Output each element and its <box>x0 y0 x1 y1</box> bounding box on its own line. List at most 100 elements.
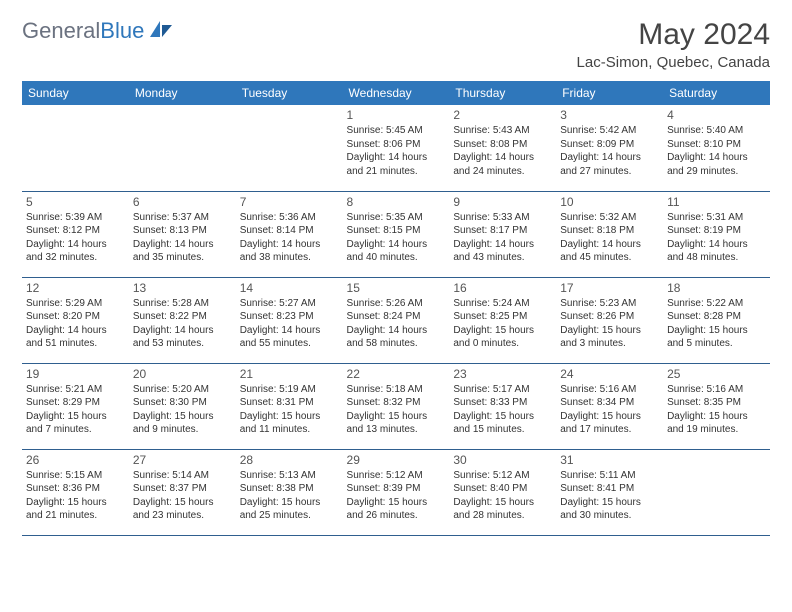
day-number: 30 <box>453 453 552 467</box>
day-info: Sunrise: 5:14 AMSunset: 8:37 PMDaylight:… <box>133 469 232 523</box>
day-number: 27 <box>133 453 232 467</box>
day-cell: 16 Sunrise: 5:24 AMSunset: 8:25 PMDayligh… <box>449 277 556 363</box>
day-cell: 14 Sunrise: 5:27 AMSunset: 8:23 PMDayligh… <box>236 277 343 363</box>
day-cell: 21 Sunrise: 5:19 AMSunset: 8:31 PMDayligh… <box>236 363 343 449</box>
day-number: 4 <box>667 108 766 122</box>
day-info: Sunrise: 5:11 AMSunset: 8:41 PMDaylight:… <box>560 469 659 523</box>
logo: GeneralBlue <box>22 18 174 44</box>
day-number: 17 <box>560 281 659 295</box>
day-cell: 8 Sunrise: 5:35 AMSunset: 8:15 PMDaylight… <box>343 191 450 277</box>
day-number: 31 <box>560 453 659 467</box>
day-info: Sunrise: 5:37 AMSunset: 8:13 PMDaylight:… <box>133 211 232 265</box>
day-header: Wednesday <box>343 81 450 105</box>
day-header: Saturday <box>663 81 770 105</box>
day-cell: 1Sunrise: 5:45 AMSunset: 8:06 PMDaylight… <box>343 105 450 191</box>
day-info: Sunrise: 5:35 AMSunset: 8:15 PMDaylight:… <box>347 211 446 265</box>
empty-cell <box>663 449 770 535</box>
day-info: Sunrise: 5:12 AMSunset: 8:39 PMDaylight:… <box>347 469 446 523</box>
day-info: Sunrise: 5:18 AMSunset: 8:32 PMDaylight:… <box>347 383 446 437</box>
day-info: Sunrise: 5:16 AMSunset: 8:34 PMDaylight:… <box>560 383 659 437</box>
day-number: 11 <box>667 195 766 209</box>
day-number: 12 <box>26 281 125 295</box>
day-number: 20 <box>133 367 232 381</box>
day-header: Tuesday <box>236 81 343 105</box>
day-info: Sunrise: 5:17 AMSunset: 8:33 PMDaylight:… <box>453 383 552 437</box>
day-header: Friday <box>556 81 663 105</box>
day-info: Sunrise: 5:16 AMSunset: 8:35 PMDaylight:… <box>667 383 766 437</box>
day-info: Sunrise: 5:22 AMSunset: 8:28 PMDaylight:… <box>667 297 766 351</box>
calendar-body: 1Sunrise: 5:45 AMSunset: 8:06 PMDaylight… <box>22 105 770 535</box>
day-cell: 19Sunrise: 5:21 AMSunset: 8:29 PMDayligh… <box>22 363 129 449</box>
day-cell: 3Sunrise: 5:42 AMSunset: 8:09 PMDaylight… <box>556 105 663 191</box>
day-cell: 27 Sunrise: 5:14 AMSunset: 8:37 PMDayligh… <box>129 449 236 535</box>
day-info: Sunrise: 5:23 AMSunset: 8:26 PMDaylight:… <box>560 297 659 351</box>
day-info: Sunrise: 5:28 AMSunset: 8:22 PMDaylight:… <box>133 297 232 351</box>
title-block: May 2024 Lac-Simon, Quebec, Canada <box>577 18 770 71</box>
day-cell: 30 Sunrise: 5:12 AMSunset: 8:40 PMDayligh… <box>449 449 556 535</box>
day-cell: 24 Sunrise: 5:16 AMSunset: 8:34 PMDayligh… <box>556 363 663 449</box>
day-info: Sunrise: 5:20 AMSunset: 8:30 PMDaylight:… <box>133 383 232 437</box>
day-info: Sunrise: 5:39 AMSunset: 8:12 PMDaylight:… <box>26 211 125 265</box>
day-cell: 15Sunrise: 5:26 AMSunset: 8:24 PMDayligh… <box>343 277 450 363</box>
month-title: May 2024 <box>577 18 770 52</box>
day-number: 25 <box>667 367 766 381</box>
day-cell: 28Sunrise: 5:13 AMSunset: 8:38 PMDayligh… <box>236 449 343 535</box>
day-cell: 31 Sunrise: 5:11 AMSunset: 8:41 PMDayligh… <box>556 449 663 535</box>
calendar-row: 12Sunrise: 5:29 AMSunset: 8:20 PMDayligh… <box>22 277 770 363</box>
day-number: 9 <box>453 195 552 209</box>
calendar-row: 26 Sunrise: 5:15 AMSunset: 8:36 PMDayligh… <box>22 449 770 535</box>
day-info: Sunrise: 5:12 AMSunset: 8:40 PMDaylight:… <box>453 469 552 523</box>
day-info: Sunrise: 5:21 AMSunset: 8:29 PMDaylight:… <box>26 383 125 437</box>
day-number: 13 <box>133 281 232 295</box>
day-info: Sunrise: 5:27 AMSunset: 8:23 PMDaylight:… <box>240 297 339 351</box>
day-number: 23 <box>453 367 552 381</box>
empty-cell <box>129 105 236 191</box>
day-number: 14 <box>240 281 339 295</box>
day-number: 24 <box>560 367 659 381</box>
day-number: 3 <box>560 108 659 122</box>
day-cell: 26 Sunrise: 5:15 AMSunset: 8:36 PMDayligh… <box>22 449 129 535</box>
day-cell: 18Sunrise: 5:22 AMSunset: 8:28 PMDayligh… <box>663 277 770 363</box>
day-cell: 23 Sunrise: 5:17 AMSunset: 8:33 PMDayligh… <box>449 363 556 449</box>
day-number: 29 <box>347 453 446 467</box>
day-cell: 9 Sunrise: 5:33 AMSunset: 8:17 PMDaylight… <box>449 191 556 277</box>
day-header-row: SundayMondayTuesdayWednesdayThursdayFrid… <box>22 81 770 105</box>
logo-part2: Blue <box>100 18 144 43</box>
day-header: Thursday <box>449 81 556 105</box>
day-cell: 13 Sunrise: 5:28 AMSunset: 8:22 PMDayligh… <box>129 277 236 363</box>
logo-part1: General <box>22 18 100 43</box>
day-cell: 5 Sunrise: 5:39 AMSunset: 8:12 PMDaylight… <box>22 191 129 277</box>
day-number: 10 <box>560 195 659 209</box>
day-number: 8 <box>347 195 446 209</box>
day-info: Sunrise: 5:15 AMSunset: 8:36 PMDaylight:… <box>26 469 125 523</box>
day-cell: 11 Sunrise: 5:31 AMSunset: 8:19 PMDayligh… <box>663 191 770 277</box>
day-info: Sunrise: 5:13 AMSunset: 8:38 PMDaylight:… <box>240 469 339 523</box>
day-info: Sunrise: 5:24 AMSunset: 8:25 PMDaylight:… <box>453 297 552 351</box>
day-cell: 20 Sunrise: 5:20 AMSunset: 8:30 PMDayligh… <box>129 363 236 449</box>
day-cell: 4Sunrise: 5:40 AMSunset: 8:10 PMDaylight… <box>663 105 770 191</box>
day-info: Sunrise: 5:19 AMSunset: 8:31 PMDaylight:… <box>240 383 339 437</box>
day-header: Monday <box>129 81 236 105</box>
day-cell: 10 Sunrise: 5:32 AMSunset: 8:18 PMDayligh… <box>556 191 663 277</box>
calendar-row: 19Sunrise: 5:21 AMSunset: 8:29 PMDayligh… <box>22 363 770 449</box>
empty-cell <box>236 105 343 191</box>
day-cell: 17 Sunrise: 5:23 AMSunset: 8:26 PMDayligh… <box>556 277 663 363</box>
empty-cell <box>22 105 129 191</box>
header: GeneralBlue May 2024 Lac-Simon, Quebec, … <box>22 18 770 71</box>
day-number: 1 <box>347 108 446 122</box>
day-info: Sunrise: 5:32 AMSunset: 8:18 PMDaylight:… <box>560 211 659 265</box>
day-cell: 29 Sunrise: 5:12 AMSunset: 8:39 PMDayligh… <box>343 449 450 535</box>
day-cell: 22 Sunrise: 5:18 AMSunset: 8:32 PMDayligh… <box>343 363 450 449</box>
day-number: 21 <box>240 367 339 381</box>
day-number: 22 <box>347 367 446 381</box>
day-cell: 2Sunrise: 5:43 AMSunset: 8:08 PMDaylight… <box>449 105 556 191</box>
calendar-table: SundayMondayTuesdayWednesdayThursdayFrid… <box>22 81 770 536</box>
day-number: 16 <box>453 281 552 295</box>
day-info: Sunrise: 5:33 AMSunset: 8:17 PMDaylight:… <box>453 211 552 265</box>
day-info: Sunrise: 5:31 AMSunset: 8:19 PMDaylight:… <box>667 211 766 265</box>
day-number: 5 <box>26 195 125 209</box>
day-number: 6 <box>133 195 232 209</box>
location: Lac-Simon, Quebec, Canada <box>577 54 770 71</box>
day-number: 26 <box>26 453 125 467</box>
day-cell: 6 Sunrise: 5:37 AMSunset: 8:13 PMDaylight… <box>129 191 236 277</box>
